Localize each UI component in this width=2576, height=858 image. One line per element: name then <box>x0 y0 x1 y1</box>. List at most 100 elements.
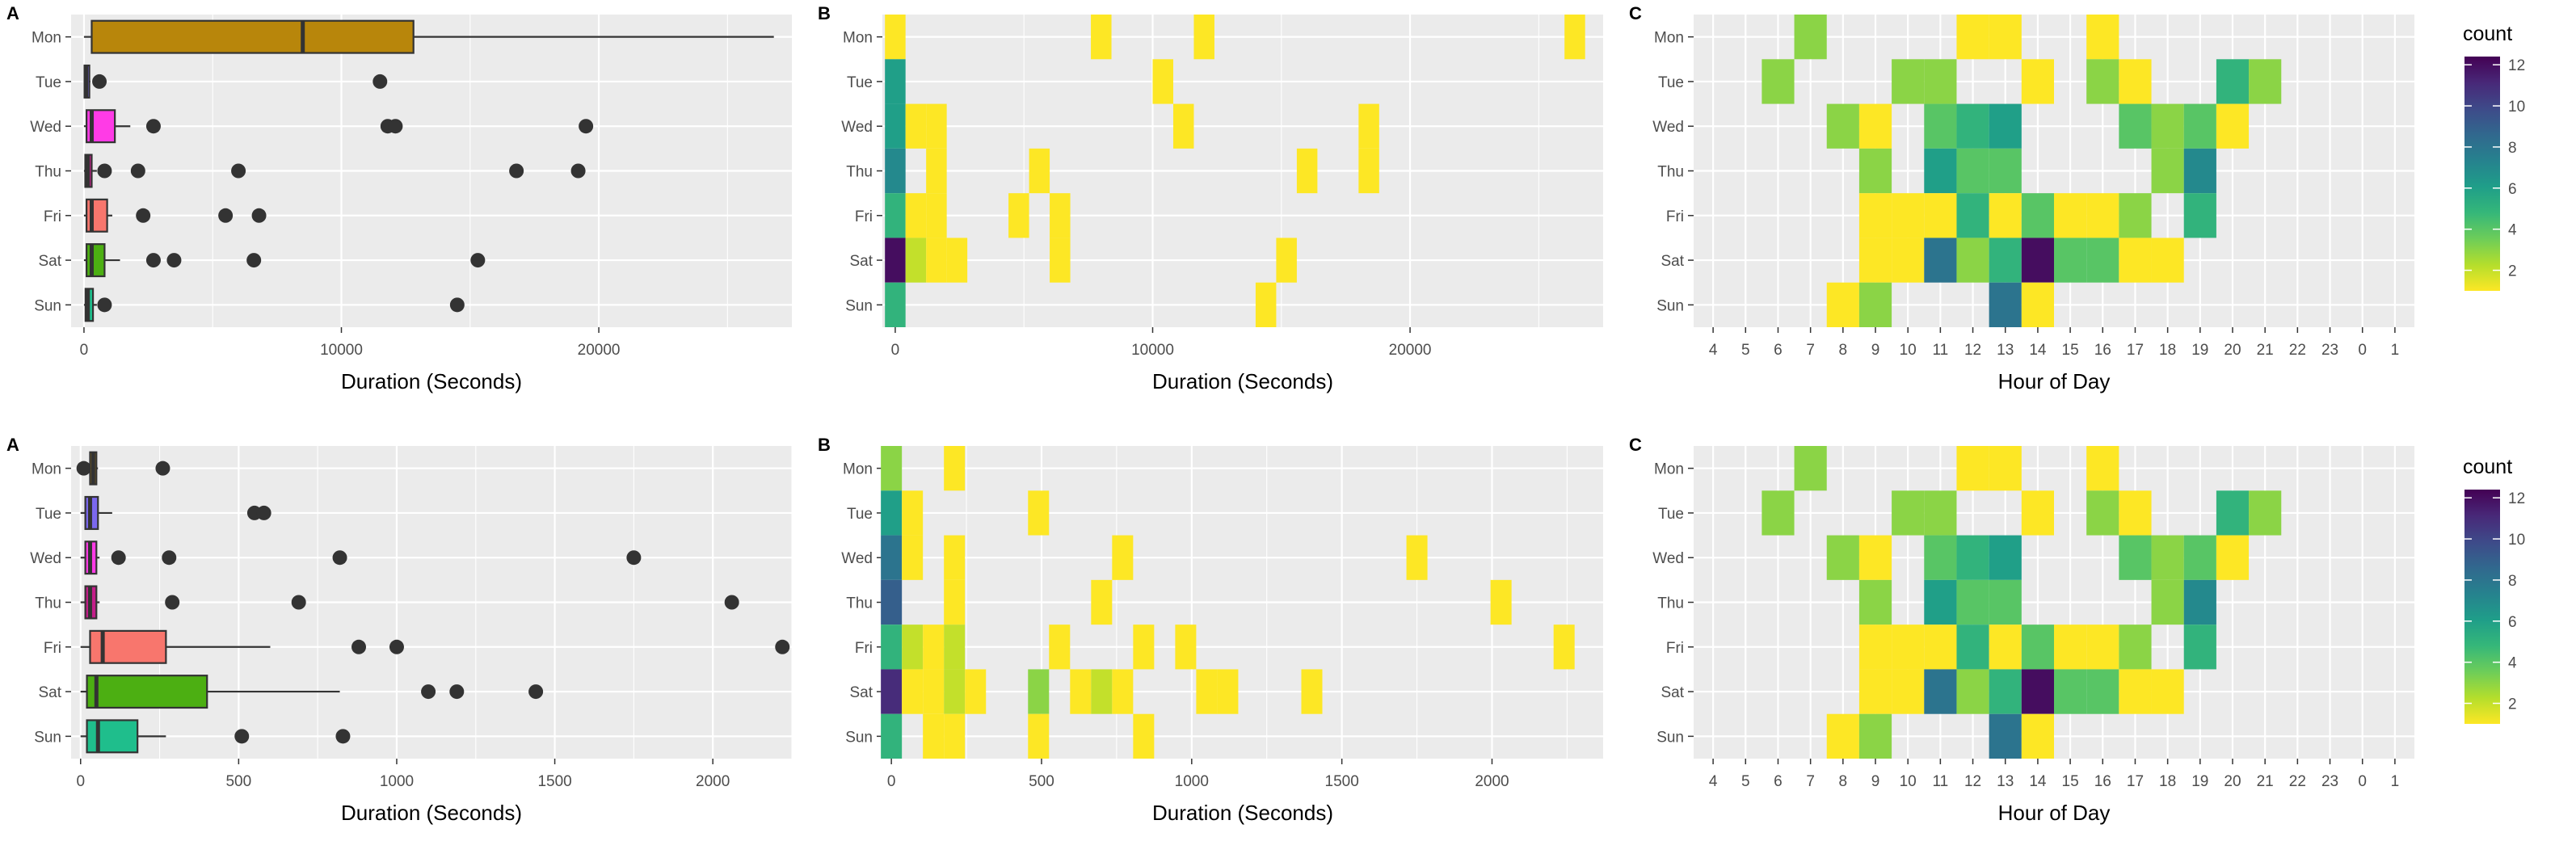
heat-cell <box>1490 579 1512 625</box>
legend-colorbar <box>2464 490 2500 724</box>
outlier-point <box>335 729 351 744</box>
heat-cell <box>1956 103 1989 149</box>
heat-cell <box>881 535 903 580</box>
outlier-point <box>92 74 107 89</box>
heat-cell <box>1091 15 1112 60</box>
heat-cell <box>1956 625 1989 670</box>
heat-cell <box>1008 193 1029 238</box>
heat-cell <box>1989 579 2022 625</box>
heat-cell <box>1858 625 1892 670</box>
heat-cell <box>1029 148 1050 194</box>
x-tick-label: 1500 <box>1325 773 1359 790</box>
heat-cell <box>1762 490 1795 536</box>
day-label: Tue <box>847 506 873 523</box>
day-label: Sun <box>1656 729 1684 746</box>
day-label: Mon <box>843 461 873 478</box>
heat-cell <box>2086 15 2119 60</box>
x-axis-title: Duration (Seconds) <box>1152 369 1333 393</box>
heat-cell <box>2183 535 2216 580</box>
box-iqr <box>86 198 108 233</box>
x-tick-label: 20000 <box>1389 342 1432 359</box>
heat-cell <box>2054 193 2087 238</box>
heat-cell <box>2021 625 2054 670</box>
heat-cell <box>1892 193 1925 238</box>
heat-cell <box>1070 669 1092 714</box>
day-label: Tue <box>847 74 873 91</box>
day-label: Sat <box>38 684 61 701</box>
panel-3: 0 500 1000 1500 2000 Mon Tue Wed Thu Fri Sat Sun A Du… <box>6 435 793 825</box>
hour-tick-label: 12 <box>1964 773 1981 790</box>
day-label: Mon <box>1654 30 1684 47</box>
heat-cell <box>923 713 945 759</box>
heat-cell <box>1553 625 1575 670</box>
outlier-point <box>130 163 145 179</box>
hour-tick-label: 8 <box>1839 773 1848 790</box>
day-label: Tue <box>1658 506 1684 523</box>
heat-cell <box>1989 193 2022 238</box>
x-tick-label: 500 <box>225 773 251 790</box>
heat-cell <box>965 669 987 714</box>
heat-cell <box>1358 148 1379 194</box>
heat-cell <box>1152 59 1173 104</box>
heat-cell <box>2119 238 2152 283</box>
heat-cell <box>1858 238 1892 283</box>
box-thu <box>83 154 586 188</box>
hour-tick-label: 22 <box>2289 342 2306 359</box>
heat-cell <box>2151 238 2184 283</box>
color-legend: count 2 4 6 8 10 12 <box>2463 456 2525 724</box>
heat-cell <box>881 713 903 759</box>
heat-cell <box>2086 446 2119 491</box>
outlier-point <box>246 253 262 268</box>
heat-cell <box>2183 148 2216 194</box>
hour-tick-label: 0 <box>2358 342 2367 359</box>
heat-cell <box>2086 625 2119 670</box>
heat-cell <box>1193 15 1214 60</box>
heat-cell <box>885 148 906 194</box>
box-thu <box>80 585 739 620</box>
day-label: Thu <box>846 595 873 612</box>
outlier-point <box>97 297 112 313</box>
heat-cell <box>2151 579 2184 625</box>
outlier-point <box>449 297 465 313</box>
heat-cell <box>1956 446 1989 491</box>
heat-cell <box>1989 446 2022 491</box>
outlier-point <box>165 595 180 610</box>
day-label: Mon <box>843 30 873 47</box>
outlier-point <box>251 208 267 223</box>
heat-cell <box>1301 669 1323 714</box>
hour-tick-label: 21 <box>2257 342 2274 359</box>
box-tue <box>83 64 388 99</box>
heat-cell <box>1112 669 1134 714</box>
outlier-point <box>111 550 126 566</box>
heat-cell <box>1172 103 1194 149</box>
day-label: Wed <box>1652 550 1684 567</box>
day-label: Sun <box>1656 297 1684 314</box>
heat-cell <box>2054 669 2087 714</box>
heat-cell <box>1826 282 1859 327</box>
heat-cell <box>1858 148 1892 194</box>
heat-cell <box>1091 669 1113 714</box>
box-fri <box>83 198 267 233</box>
heat-cell <box>1892 59 1925 104</box>
heat-cell <box>944 535 966 580</box>
outlier-point <box>421 684 436 700</box>
heat-cell <box>2151 148 2184 194</box>
day-label: Thu <box>1657 595 1684 612</box>
outlier-point <box>136 208 151 223</box>
heat-cell <box>1989 148 2022 194</box>
legend-tick-label: 12 <box>2508 490 2525 507</box>
outlier-point <box>291 595 306 610</box>
heat-cell <box>1989 669 2022 714</box>
heat-cell <box>2119 625 2152 670</box>
heat-cell <box>1762 59 1795 104</box>
day-label: Wed <box>841 550 873 567</box>
panel-5: 4 5 6 7 8 9 10 11 12 13 14 15 16 17 18 19 20 21 22 23 0 1 Mon T… <box>1629 435 2414 825</box>
heat-cell <box>926 193 947 238</box>
day-label: Fri <box>1666 208 1684 225</box>
heat-cell <box>1217 669 1239 714</box>
heat-cell <box>1028 669 1050 714</box>
heat-cell <box>1794 446 1827 491</box>
day-label: Tue <box>1658 74 1684 91</box>
hour-tick-label: 1 <box>2391 773 2400 790</box>
